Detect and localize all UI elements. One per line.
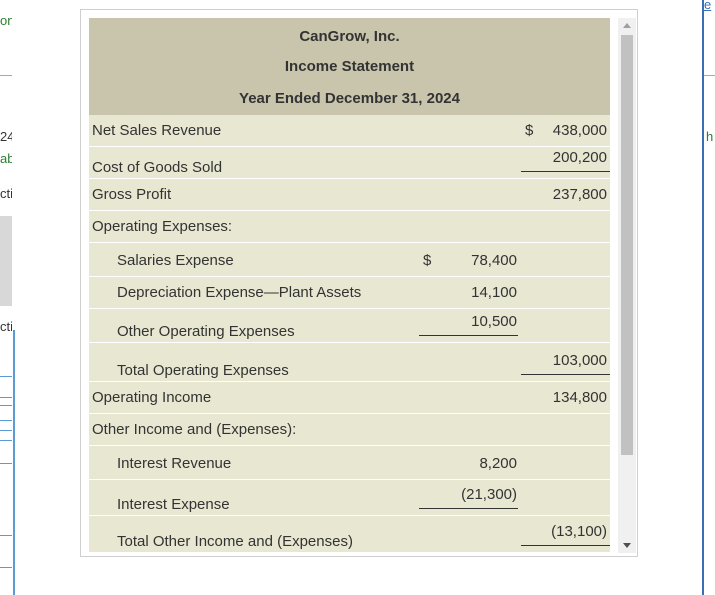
underline (419, 508, 518, 509)
row-operating-expenses-heading: Operating Expenses: (89, 211, 610, 243)
vertical-scrollbar[interactable] (618, 18, 636, 553)
bg-vertical-line (13, 330, 15, 595)
row-label: Gross Profit (92, 186, 172, 203)
scroll-up-arrow-icon[interactable] (623, 23, 631, 28)
statement-title: Income Statement (284, 58, 415, 75)
row-label: Total Other Income and (Expenses) (117, 533, 353, 550)
amount: 10,500 (471, 313, 517, 330)
bg-link-fragment[interactable]: ab (0, 151, 12, 166)
bg-divider (0, 420, 12, 421)
bg-divider (0, 535, 12, 536)
underline (521, 171, 610, 172)
company-name: CanGrow, Inc. (299, 28, 400, 45)
bg-divider (0, 463, 12, 464)
currency-symbol: $ (525, 122, 534, 139)
row-net-sales-revenue: Net Sales Revenue $ 438,000 (89, 115, 610, 147)
row-label: Other Operating Expenses (117, 323, 295, 340)
bg-link-fragment[interactable]: h (706, 129, 714, 144)
amount: 78,400 (471, 252, 517, 269)
row-other-operating-expenses: Other Operating Expenses 10,500 (89, 309, 610, 343)
bg-divider (0, 376, 12, 377)
statement-viewport[interactable]: CanGrow, Inc. Income Statement Year Ende… (89, 18, 610, 553)
row-gross-profit: Gross Profit 237,800 (89, 179, 610, 211)
row-label: Depreciation Expense—Plant Assets (117, 284, 362, 301)
currency-symbol: $ (423, 252, 432, 269)
bg-right-border (702, 0, 704, 595)
row-label: Total Operating Expenses (117, 362, 289, 379)
amount: 8,200 (479, 455, 517, 472)
bg-text-fragment: cti (0, 186, 12, 201)
scroll-down-arrow-icon[interactable] (623, 543, 631, 548)
row-interest-expense: Interest Expense (21,300) (89, 480, 610, 516)
amount: 103,000 (552, 352, 607, 369)
row-other-income-heading: Other Income and (Expenses): (89, 414, 610, 446)
bg-divider (704, 75, 715, 76)
row-label: Salaries Expense (117, 252, 234, 269)
statement-period: Year Ended December 31, 2024 (239, 90, 460, 107)
row-label: Operating Expenses: (92, 218, 233, 235)
row-depreciation-expense: Depreciation Expense—Plant Assets 14,100 (89, 277, 610, 309)
statement-header: CanGrow, Inc. Income Statement Year Ende… (89, 18, 610, 115)
bg-link-fragment[interactable]: on (0, 13, 12, 28)
row-label: Interest Revenue (117, 455, 232, 472)
bg-text-fragment: 24 (0, 129, 12, 144)
row-total-other-income-expenses: Total Other Income and (Expenses) (13,10… (89, 516, 610, 553)
underline (419, 335, 518, 336)
bg-panel (0, 216, 12, 306)
bg-divider (0, 397, 12, 398)
underline (521, 374, 610, 375)
row-total-operating-expenses: Total Operating Expenses 103,000 (89, 343, 610, 382)
bg-divider (0, 430, 12, 431)
bg-text-fragment: cti (0, 319, 12, 334)
scroll-thumb[interactable] (621, 35, 633, 455)
row-label: Interest Expense (117, 496, 230, 513)
bg-link-fragment[interactable]: e (704, 0, 712, 12)
amount: (13,100) (551, 523, 607, 540)
amount: 134,800 (552, 389, 607, 406)
row-cost-of-goods-sold: Cost of Goods Sold 200,200 (89, 147, 610, 179)
amount: 14,100 (471, 284, 517, 301)
bg-divider (0, 440, 12, 441)
amount: 237,800 (552, 186, 607, 203)
row-label: Cost of Goods Sold (92, 159, 223, 176)
row-operating-income: Operating Income 134,800 (89, 382, 610, 414)
amount: (21,300) (461, 486, 517, 503)
bg-divider (0, 567, 12, 568)
bg-divider (0, 75, 12, 76)
amount: 200,200 (552, 149, 607, 166)
bg-divider (0, 405, 12, 406)
row-salaries-expense: Salaries Expense $ 78,400 (89, 243, 610, 277)
row-interest-revenue: Interest Revenue 8,200 (89, 446, 610, 480)
row-label: Net Sales Revenue (92, 122, 222, 139)
row-label: Operating Income (92, 389, 212, 406)
row-label: Other Income and (Expenses): (92, 421, 297, 438)
underline (521, 545, 610, 546)
amount: 438,000 (552, 122, 607, 139)
statement-dialog: CanGrow, Inc. Income Statement Year Ende… (80, 9, 638, 557)
